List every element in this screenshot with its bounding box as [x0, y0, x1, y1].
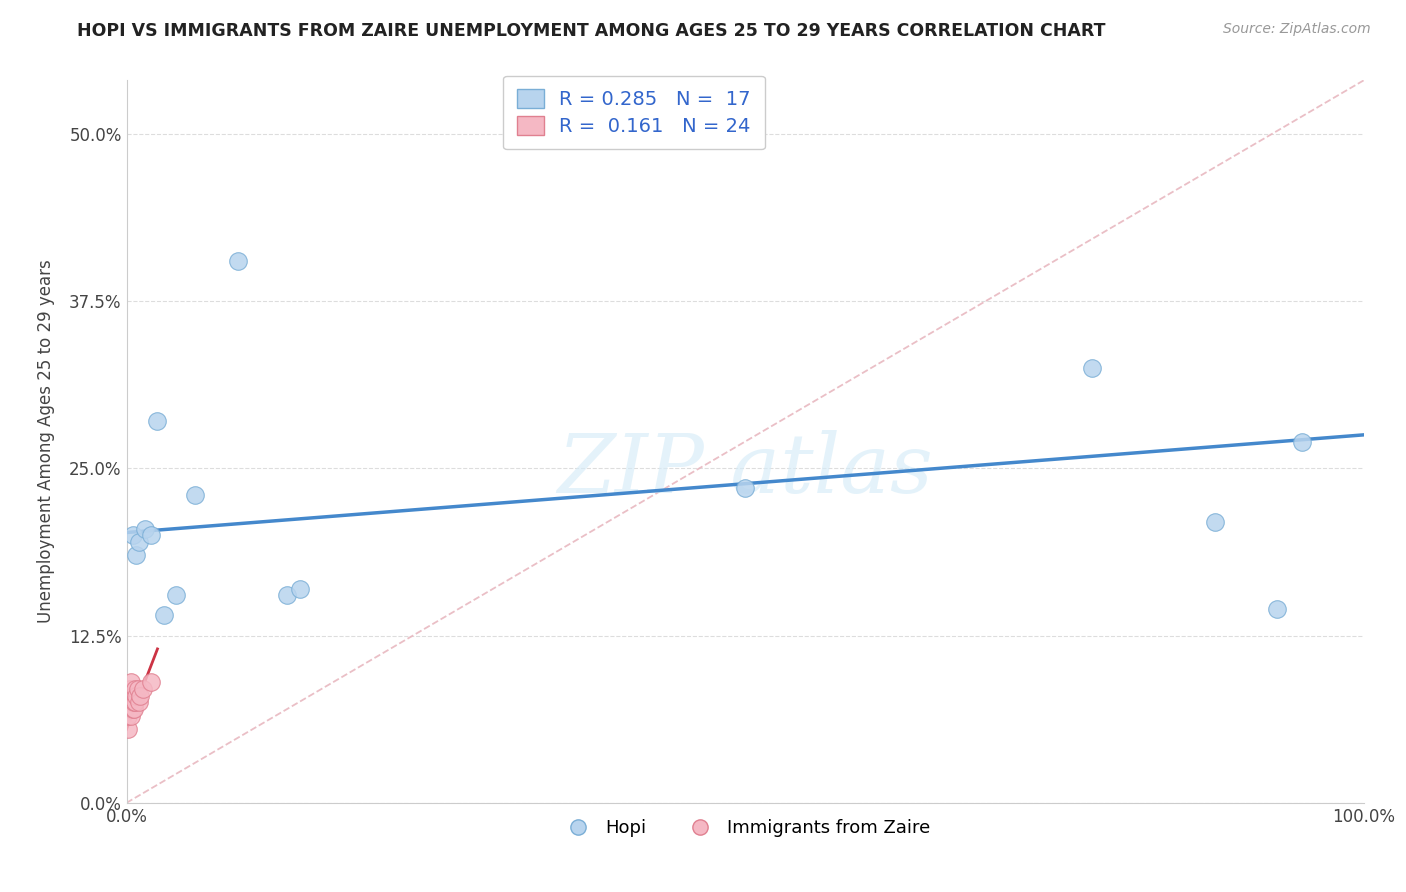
Point: [134, 521, 156, 535]
Point: [121, 528, 143, 542]
Point: [125, 689, 148, 703]
Point: [288, 582, 311, 596]
Point: [120, 681, 142, 696]
Point: [1265, 602, 1288, 616]
Point: [118, 689, 141, 703]
Point: [152, 608, 174, 623]
Text: HOPI VS IMMIGRANTS FROM ZAIRE UNEMPLOYMENT AMONG AGES 25 TO 29 YEARS CORRELATION: HOPI VS IMMIGRANTS FROM ZAIRE UNEMPLOYME…: [77, 22, 1107, 40]
Legend: Hopi, Immigrants from Zaire: Hopi, Immigrants from Zaire: [553, 812, 938, 845]
Point: [131, 681, 153, 696]
Point: [121, 696, 143, 710]
Point: [165, 589, 187, 603]
Point: [121, 689, 143, 703]
Point: [121, 708, 143, 723]
Point: [734, 482, 756, 496]
Point: [183, 488, 205, 502]
Point: [226, 254, 249, 268]
Point: [117, 723, 139, 737]
Point: [125, 548, 148, 563]
Text: Source: ZipAtlas.com: Source: ZipAtlas.com: [1223, 22, 1371, 37]
Point: [120, 696, 142, 710]
Point: [141, 528, 163, 542]
Point: [117, 708, 139, 723]
Point: [1204, 515, 1226, 529]
Point: [276, 589, 298, 603]
Point: [141, 675, 163, 690]
Point: [121, 689, 143, 703]
Point: [124, 681, 146, 696]
Point: [121, 675, 143, 690]
Point: [146, 414, 169, 429]
Point: [120, 702, 142, 716]
Point: [122, 696, 145, 710]
Point: [1291, 434, 1313, 449]
Point: [124, 696, 146, 710]
Point: [1080, 361, 1102, 376]
Y-axis label: Unemployment Among Ages 25 to 29 years: Unemployment Among Ages 25 to 29 years: [37, 260, 55, 624]
Point: [129, 689, 152, 703]
Point: [118, 696, 141, 710]
Point: [128, 696, 150, 710]
Point: [121, 702, 143, 716]
Text: ZIP atlas: ZIP atlas: [557, 431, 934, 510]
Point: [121, 696, 143, 710]
Point: [122, 702, 145, 716]
Point: [128, 534, 150, 549]
Point: [127, 681, 149, 696]
